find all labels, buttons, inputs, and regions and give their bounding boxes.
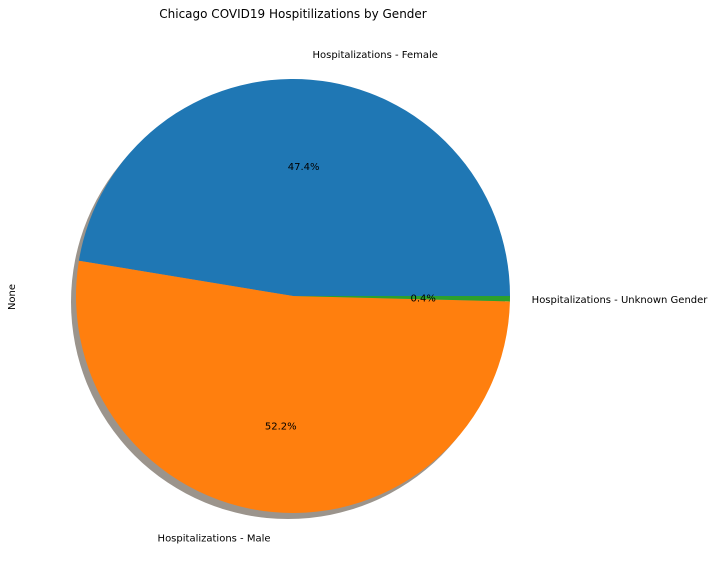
chart-title: Chicago COVID19 Hospitilizations by Gend… — [159, 7, 427, 21]
y-axis-label: None — [7, 284, 18, 310]
pie-labels: Hospitalizations - Female 47.4% Hospitaliz… — [158, 50, 709, 545]
slice-label: Hospitalizations - Female — [312, 50, 437, 61]
slice-percent-label: 47.4% — [288, 162, 320, 173]
slice-percent-label: 52.2% — [265, 422, 297, 433]
pie-slice — [75, 260, 510, 514]
slice-percent-label: 0.4% — [410, 294, 435, 305]
slice-label: Hospitalizations - Unknown Gender — [532, 295, 709, 306]
pie-slice — [78, 78, 510, 296]
pie-slice — [293, 296, 510, 302]
slice-label: Hospitalizations - Male — [158, 534, 271, 545]
pie-slices — [71, 78, 510, 519]
